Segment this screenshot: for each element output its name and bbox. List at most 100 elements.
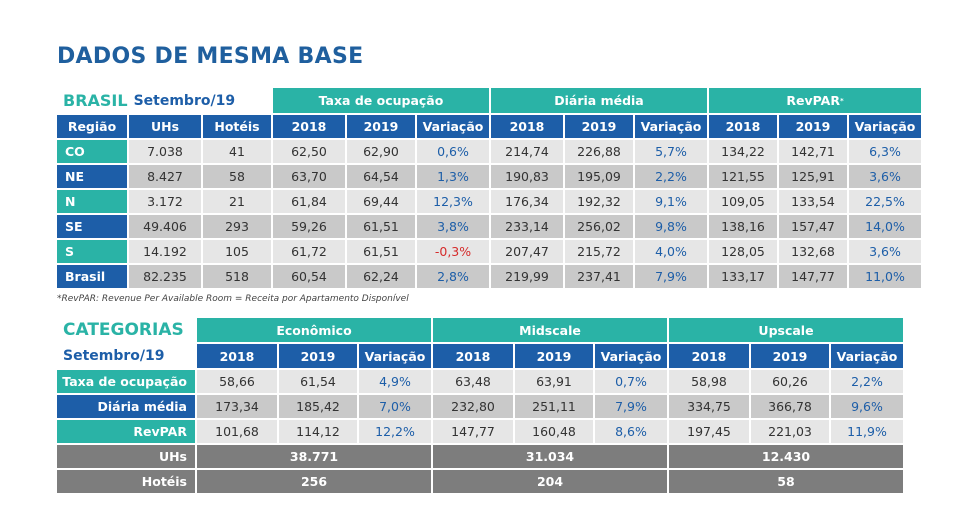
group-header-midscale: Midscale xyxy=(433,318,667,342)
table-cell: 63,48 xyxy=(433,370,513,393)
variation-cell: 9,1% xyxy=(635,190,707,213)
variation-cell: 2,2% xyxy=(831,370,903,393)
region-label: SE xyxy=(57,215,127,238)
column-header: Variação xyxy=(849,115,921,138)
variation-cell: 7,9% xyxy=(595,395,667,418)
column-header: Hotéis xyxy=(203,115,271,138)
table-cell: 142,71 xyxy=(779,140,847,163)
variation-cell: 3,6% xyxy=(849,240,921,263)
group-header-daily-rate: Diária média xyxy=(491,88,707,113)
category-table: CATEGORIAS Econômico Midscale Upscale Se… xyxy=(57,318,903,493)
table-cell: 133,54 xyxy=(779,190,847,213)
table-cell: 237,41 xyxy=(565,265,633,288)
table-cell: 293 xyxy=(203,215,271,238)
table-cell: 21 xyxy=(203,190,271,213)
table-cell: 132,68 xyxy=(779,240,847,263)
column-header: UHs xyxy=(129,115,201,138)
table-cell: 128,05 xyxy=(709,240,777,263)
table-cell: 232,80 xyxy=(433,395,513,418)
region-label: NE xyxy=(57,165,127,188)
variation-cell: 12,2% xyxy=(359,420,431,443)
table-cell: 215,72 xyxy=(565,240,633,263)
table-cell: 60,26 xyxy=(751,370,829,393)
column-header: 2018 xyxy=(709,115,777,138)
table-cell: 192,32 xyxy=(565,190,633,213)
column-header: 2019 xyxy=(347,115,415,138)
table-cell: 61,54 xyxy=(279,370,357,393)
table-cell: 58 xyxy=(203,165,271,188)
variation-cell: 9,8% xyxy=(635,215,707,238)
regional-table: BRASIL Setembro/19 Taxa de ocupação Diár… xyxy=(57,88,921,288)
table-cell: 8.427 xyxy=(129,165,201,188)
table1-heading: BRASIL Setembro/19 xyxy=(57,88,271,113)
column-header: 2018 xyxy=(197,344,277,368)
variation-cell: 3,8% xyxy=(417,215,489,238)
table-cell: 63,91 xyxy=(515,370,593,393)
total-label: Hotéis xyxy=(57,470,195,493)
table-cell: 101,68 xyxy=(197,420,277,443)
table-cell: 219,99 xyxy=(491,265,563,288)
metric-label: Taxa de ocupação xyxy=(57,370,195,393)
page-title: DADOS DE MESMA BASE xyxy=(57,44,364,69)
column-header: 2019 xyxy=(751,344,829,368)
table-cell: 61,51 xyxy=(347,240,415,263)
table-cell: 60,54 xyxy=(273,265,345,288)
table-cell: 3.172 xyxy=(129,190,201,213)
table-cell: 49.406 xyxy=(129,215,201,238)
table-cell: 133,17 xyxy=(709,265,777,288)
variation-cell: 2,2% xyxy=(635,165,707,188)
total-label: UHs xyxy=(57,445,195,468)
column-header: Variação xyxy=(359,344,431,368)
variation-cell: 7,0% xyxy=(359,395,431,418)
variation-cell: 14,0% xyxy=(849,215,921,238)
table-cell: 125,91 xyxy=(779,165,847,188)
metric-label: Diária média xyxy=(57,395,195,418)
total-cell: 31.034 xyxy=(433,445,667,468)
table-cell: 114,12 xyxy=(279,420,357,443)
table-cell: 58,66 xyxy=(197,370,277,393)
table-cell: 195,09 xyxy=(565,165,633,188)
variation-cell: 5,7% xyxy=(635,140,707,163)
column-header: 2019 xyxy=(779,115,847,138)
table-cell: 109,05 xyxy=(709,190,777,213)
group-header-upscale: Upscale xyxy=(669,318,903,342)
table-cell: 157,47 xyxy=(779,215,847,238)
table-cell: 62,90 xyxy=(347,140,415,163)
table-cell: 207,47 xyxy=(491,240,563,263)
table-cell: 160,48 xyxy=(515,420,593,443)
variation-cell: 7,9% xyxy=(635,265,707,288)
column-header: Região xyxy=(57,115,127,138)
total-cell: 204 xyxy=(433,470,667,493)
table-cell: 7.038 xyxy=(129,140,201,163)
table-cell: 58,98 xyxy=(669,370,749,393)
table-cell: 105 xyxy=(203,240,271,263)
column-header: 2018 xyxy=(669,344,749,368)
table-cell: 61,51 xyxy=(347,215,415,238)
variation-cell: 4,9% xyxy=(359,370,431,393)
variation-cell: 0,6% xyxy=(417,140,489,163)
table-cell: 41 xyxy=(203,140,271,163)
table-cell: 334,75 xyxy=(669,395,749,418)
table-cell: 147,77 xyxy=(433,420,513,443)
table-cell: 226,88 xyxy=(565,140,633,163)
table-cell: 176,34 xyxy=(491,190,563,213)
table-cell: 63,70 xyxy=(273,165,345,188)
table-cell: 256,02 xyxy=(565,215,633,238)
table-cell: 518 xyxy=(203,265,271,288)
variation-cell: 12,3% xyxy=(417,190,489,213)
group-header-revpar: RevPAR * xyxy=(709,88,921,113)
table-cell: 366,78 xyxy=(751,395,829,418)
variation-cell: 11,0% xyxy=(849,265,921,288)
variation-cell: 11,9% xyxy=(831,420,903,443)
region-label: CO xyxy=(57,140,127,163)
table-cell: 134,22 xyxy=(709,140,777,163)
categories-title: CATEGORIAS xyxy=(63,320,184,340)
group-header-economico: Econômico xyxy=(197,318,431,342)
variation-cell: 1,3% xyxy=(417,165,489,188)
variation-cell: 0,7% xyxy=(595,370,667,393)
column-header: 2018 xyxy=(273,115,345,138)
table-cell: 197,45 xyxy=(669,420,749,443)
table-cell: 82.235 xyxy=(129,265,201,288)
table-cell: 147,77 xyxy=(779,265,847,288)
total-cell: 12.430 xyxy=(669,445,903,468)
